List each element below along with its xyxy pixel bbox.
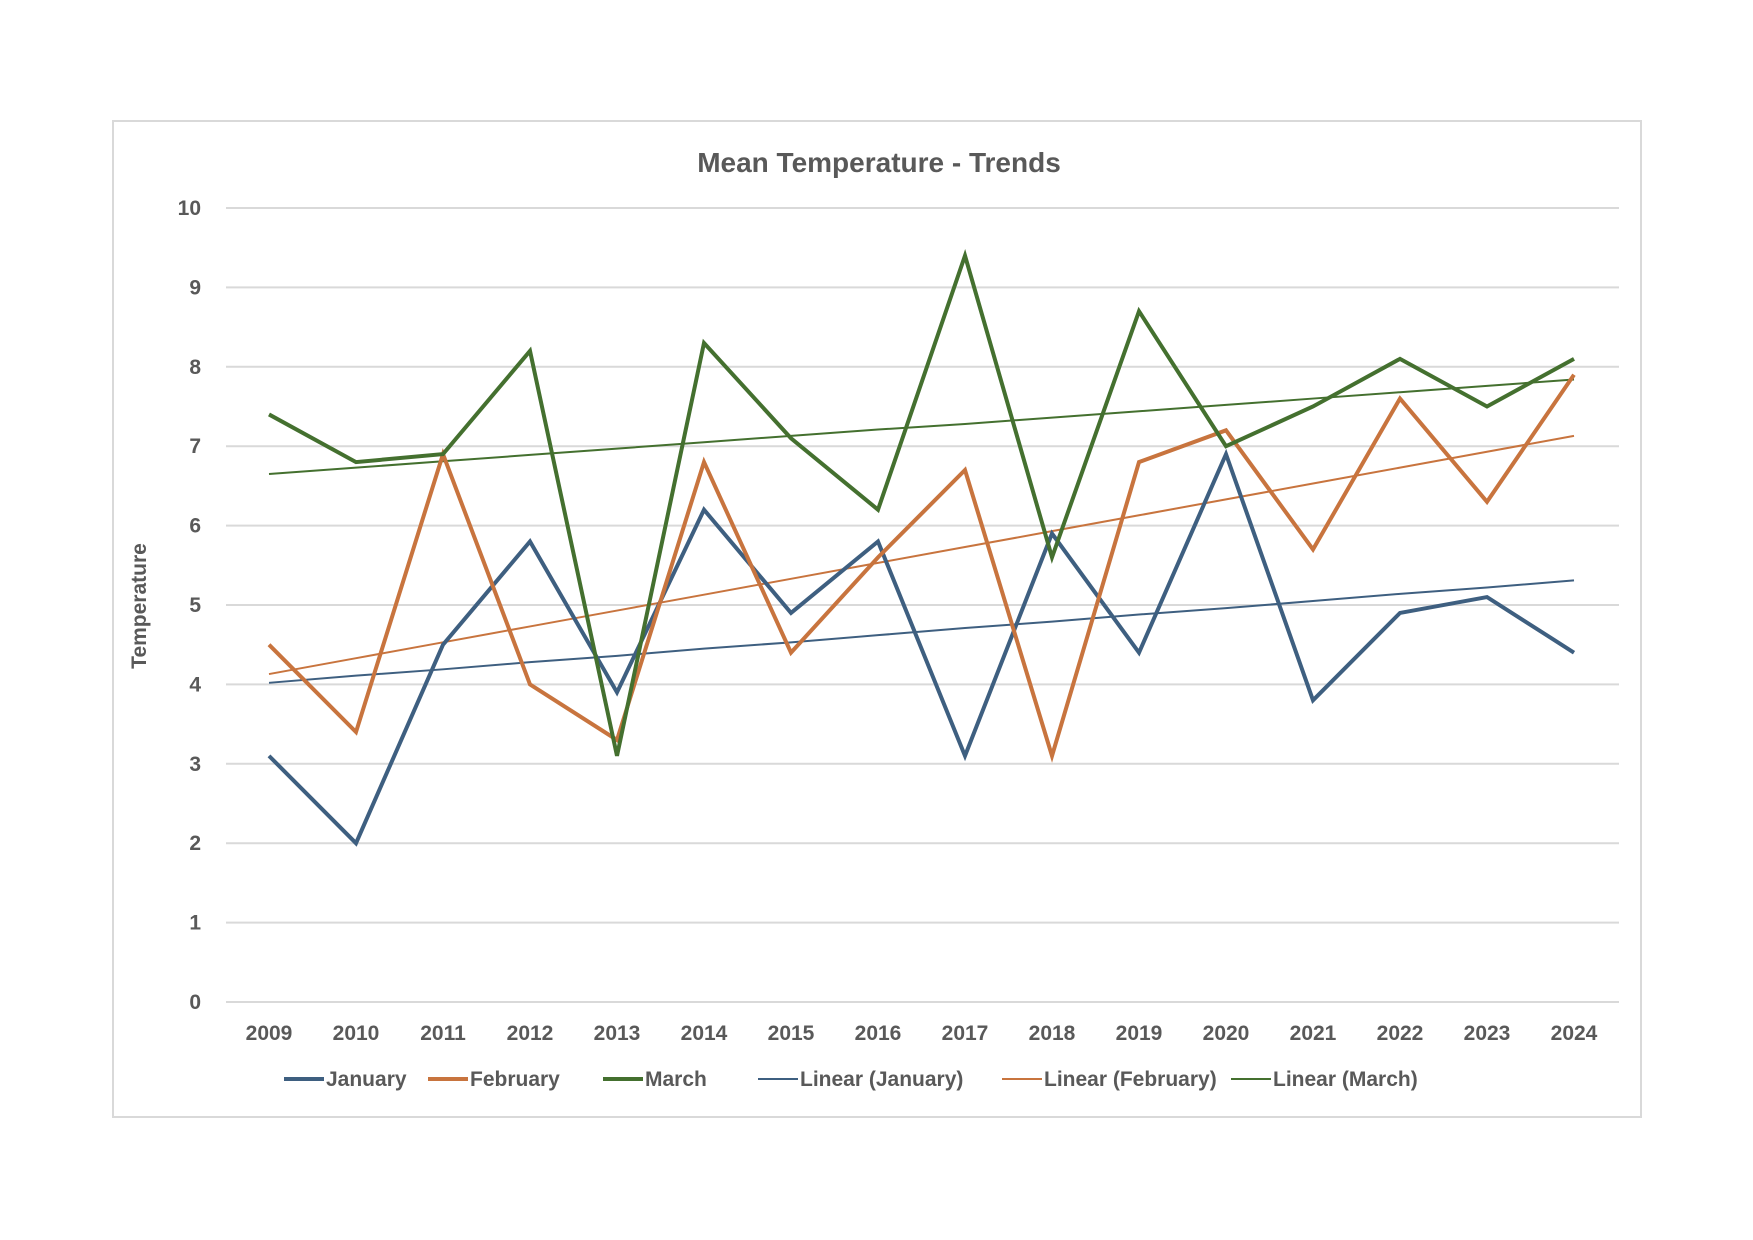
legend: January February March Linear (January) Line… xyxy=(284,1068,1418,1091)
legend-label: Linear (January) xyxy=(800,1068,963,1091)
y-tick-label: 4 xyxy=(189,673,201,696)
x-tick-label: 2018 xyxy=(1029,1022,1076,1045)
x-tick-label: 2011 xyxy=(420,1022,466,1045)
x-tick-label: 2020 xyxy=(1203,1022,1250,1045)
x-tick-label: 2013 xyxy=(594,1022,641,1045)
x-tick-label: 2012 xyxy=(507,1022,554,1045)
x-tick-label: 2015 xyxy=(768,1022,815,1045)
y-tick-label: 1 xyxy=(189,912,201,935)
x-tick-label: 2014 xyxy=(681,1022,728,1045)
line-chart: Mean Temperature - Trends Temperature 0 1… xyxy=(128,147,1619,1091)
y-tick-label: 10 xyxy=(178,197,201,220)
x-tick-label: 2010 xyxy=(333,1022,380,1045)
legend-label: March xyxy=(645,1068,707,1091)
y-tick-label: 7 xyxy=(189,435,201,458)
series-layer xyxy=(267,248,1576,847)
series-line-linear-february xyxy=(268,434,1575,676)
y-axis-ticks: 0 1 2 3 4 5 6 7 8 9 10 xyxy=(178,197,202,1014)
x-tick-label: 2009 xyxy=(246,1022,293,1045)
x-tick-label: 2021 xyxy=(1290,1022,1337,1045)
y-tick-label: 9 xyxy=(189,276,201,299)
gridlines xyxy=(226,207,1619,1003)
y-tick-label: 5 xyxy=(189,594,201,617)
series-line-linear-march xyxy=(268,378,1575,475)
x-tick-label: 2019 xyxy=(1116,1022,1163,1045)
x-tick-label: 2017 xyxy=(942,1022,989,1045)
y-axis-title: Temperature xyxy=(128,543,151,669)
series-line-january xyxy=(267,448,1576,847)
y-tick-label: 3 xyxy=(189,753,201,776)
x-tick-label: 2023 xyxy=(1464,1022,1511,1045)
legend-label: Linear (March) xyxy=(1273,1068,1418,1091)
legend-label: February xyxy=(470,1068,560,1091)
x-tick-label: 2016 xyxy=(855,1022,902,1045)
x-tick-label: 2024 xyxy=(1551,1022,1598,1045)
y-tick-label: 2 xyxy=(189,832,201,855)
series-line-march xyxy=(268,248,1575,757)
legend-label: Linear (February) xyxy=(1044,1068,1217,1091)
y-tick-label: 8 xyxy=(189,356,201,379)
series-line-february xyxy=(267,373,1576,763)
legend-label: January xyxy=(326,1068,407,1091)
y-tick-label: 0 xyxy=(189,991,201,1014)
series-line-linear-january xyxy=(268,579,1575,684)
chart-title: Mean Temperature - Trends xyxy=(697,147,1061,178)
chart-frame: Mean Temperature - Trends Temperature 0 1… xyxy=(112,120,1642,1118)
y-tick-label: 6 xyxy=(189,515,201,538)
x-axis-ticks: 2009 2010 2011 2012 2013 2014 2015 2016 2017 2018… xyxy=(246,1022,1598,1045)
x-tick-label: 2022 xyxy=(1377,1022,1424,1045)
